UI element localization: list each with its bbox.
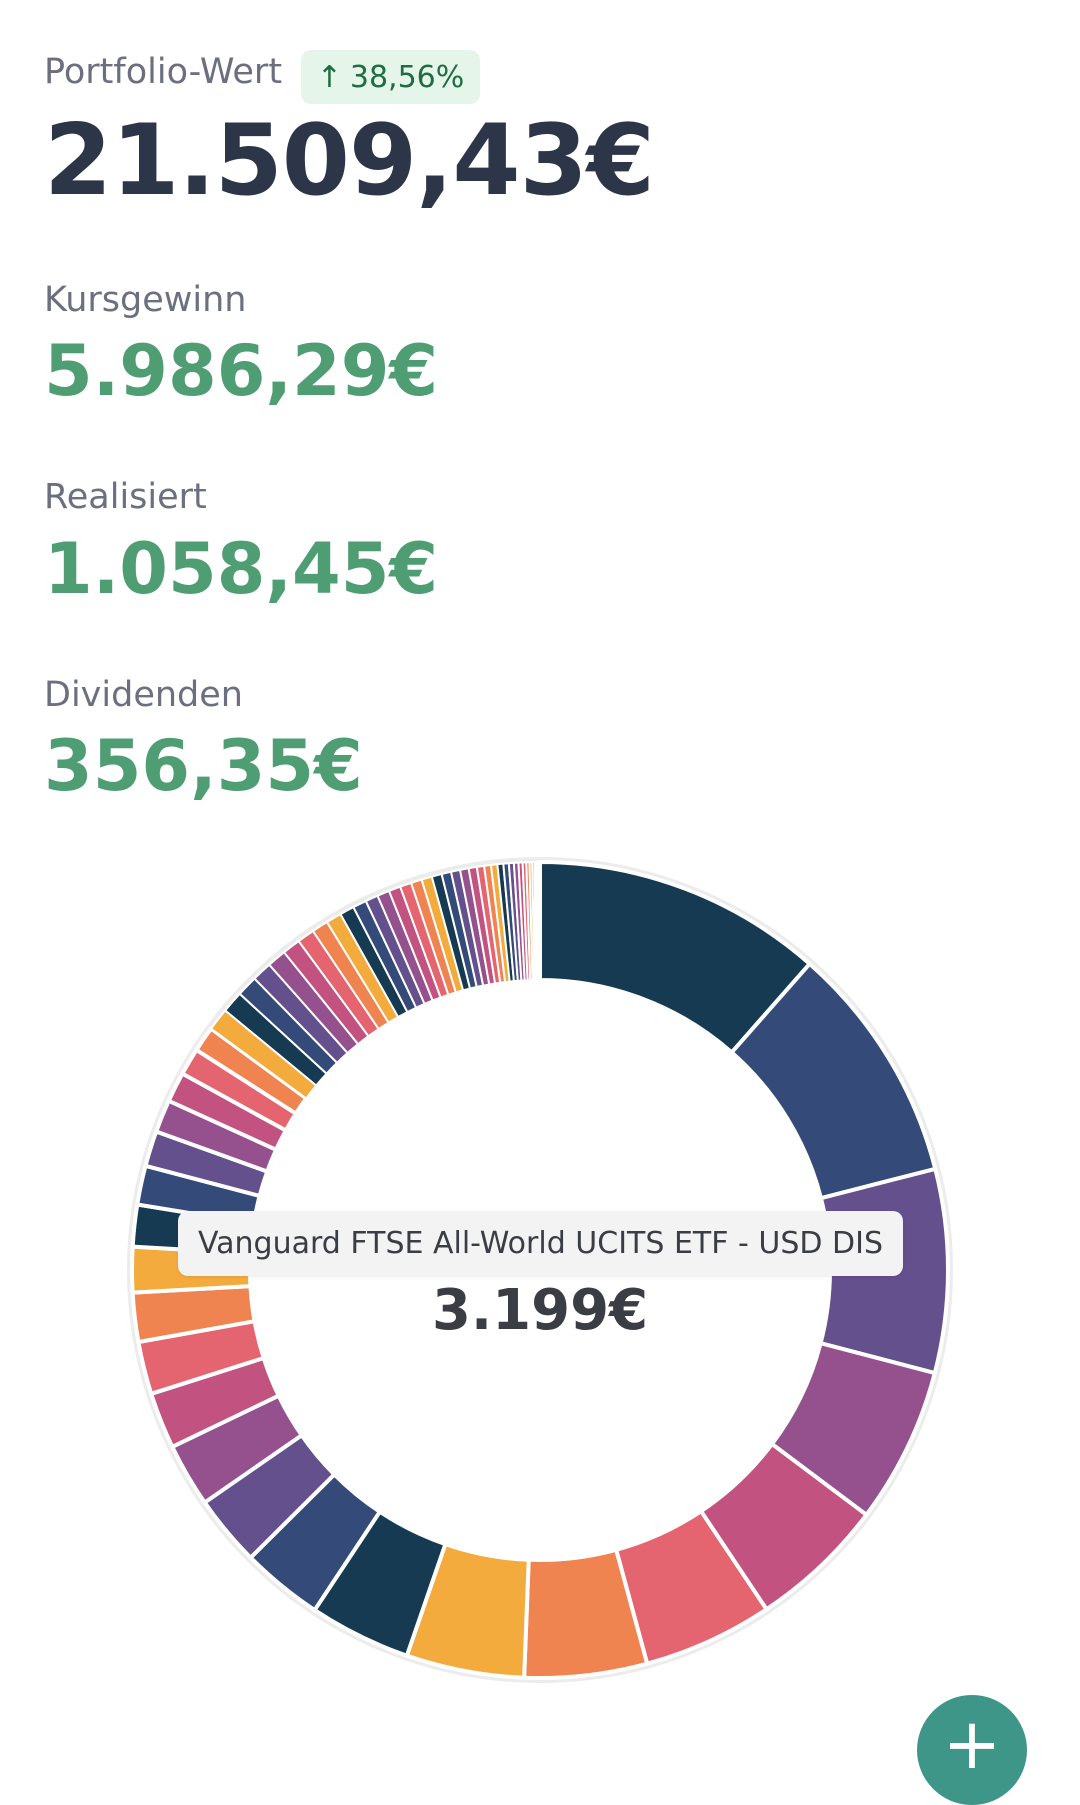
stat-value-kursgewinn: 5.986,29€ [44, 330, 439, 412]
stat-label-kursgewinn: Kursgewinn [44, 280, 247, 320]
tooltip-label: Vanguard FTSE All-World UCITS ETF - USD … [197, 1226, 884, 1261]
add-button[interactable]: + [917, 1695, 1027, 1805]
portfolio-total: 21.509,43€ [44, 104, 655, 218]
plus-icon: + [942, 1703, 1002, 1785]
stat-label-dividenden: Dividenden [44, 675, 243, 715]
change-badge-value: 38,56% [349, 59, 465, 95]
donut-shadow-ring [127, 857, 953, 1683]
allocation-donut-chart[interactable] [0, 800, 1080, 1700]
stat-label-realisiert: Realisiert [44, 477, 207, 517]
portfolio-label: Portfolio-Wert [44, 52, 283, 92]
stat-value-dividenden: 356,35€ [44, 725, 363, 807]
tooltip-value: 3.199€ [431, 1278, 649, 1343]
change-badge: ↑ 38,56% [301, 50, 480, 104]
chart-tooltip: Vanguard FTSE All-World UCITS ETF - USD … [178, 1211, 903, 1276]
donut-slice[interactable] [538, 860, 541, 982]
stat-value-realisiert: 1.058,45€ [44, 528, 439, 610]
arrow-up-icon: ↑ [316, 59, 342, 95]
